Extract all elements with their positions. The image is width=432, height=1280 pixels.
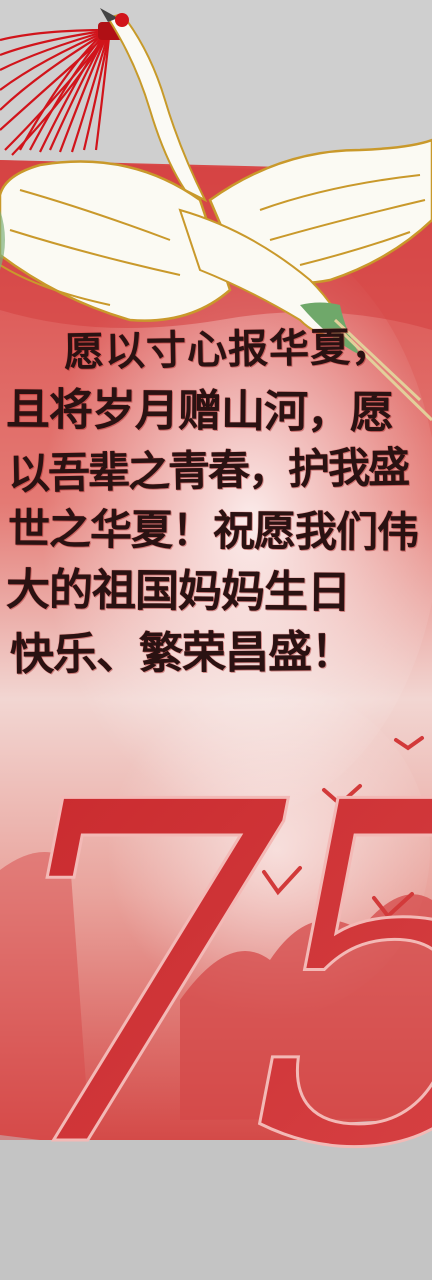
message-line-3: 以吾辈之青春，护我盛 [7,442,409,499]
number-75-text: 75 [0,704,432,1251]
number-75-artwork: 75 [0,703,432,1253]
crane-illustration [0,8,432,422]
message-line-1: 愿以寸心报华夏， [63,323,393,376]
message-line-4: 世之华夏！祝愿我们伟 [7,504,419,557]
small-birds [262,736,424,919]
bookmark-card [0,160,432,1140]
message-line-6: 快乐、繁荣昌盛！ [9,626,355,681]
message-line-5: 大的祖国妈妈生日 [5,564,351,619]
table-shadow [0,1130,432,1280]
message-line-2: 且将岁月赠山河，愿 [5,384,394,439]
